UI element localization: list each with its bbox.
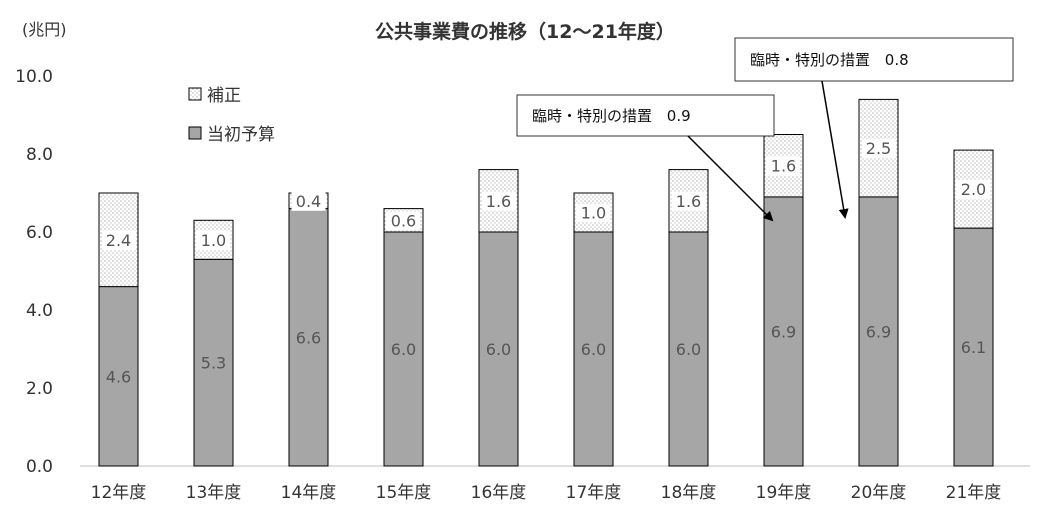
callout-text-20: 臨時・特別の措置 (750, 51, 870, 69)
bar-当初予算-16年度 (478, 231, 519, 467)
legend-swatch-補正 (188, 87, 202, 101)
y-tick-label: 10.0 (15, 67, 53, 87)
data-label-当初予算-12年度: 4.6 (106, 367, 131, 386)
bar-当初予算-15年度 (383, 231, 424, 467)
data-label-補正-20年度: 2.5 (866, 139, 891, 158)
data-label-bg-補正-19年度 (766, 156, 801, 176)
bar-当初予算-21年度 (953, 227, 994, 467)
data-label-補正-14年度: 0.4 (296, 192, 321, 211)
y-axis: 0.0 2.0 4.0 6.0 8.0 10.0 (15, 67, 53, 477)
svg-text:臨時・特別の措置 0.8: 臨時・特別の措置 0.8 (750, 51, 909, 69)
data-label-当初予算-18年度: 6.0 (676, 340, 701, 359)
data-label-補正-18年度: 1.6 (676, 192, 701, 211)
data-label-補正-12年度: 2.4 (106, 231, 131, 250)
x-tick-label: 17年度 (566, 483, 622, 503)
legend: 補正 当初予算 (188, 86, 275, 145)
bar-当初予算-13年度 (193, 258, 234, 467)
data-label-補正-19年度: 1.6 (771, 157, 796, 176)
data-label-bg-補正-20年度 (861, 139, 896, 159)
x-tick-label: 20年度 (851, 483, 907, 503)
bar-当初予算-14年度 (288, 208, 329, 467)
data-label-bg-補正-21年度 (956, 180, 991, 200)
x-tick-label: 13年度 (186, 483, 242, 503)
data-label-補正-16年度: 1.6 (486, 192, 511, 211)
callout-value-19: 0.9 (667, 107, 691, 125)
data-label-bg-補正-13年度 (196, 230, 231, 250)
callout-box-19 (516, 94, 775, 137)
x-tick-label: 15年度 (376, 483, 432, 503)
bars-group: 4.6 2.4 5.3 1.0 6.6 0.4 6.0 0.6 6.0 1.6 6.0 1.0 6.0 1… (98, 98, 994, 467)
legend-label-補正: 補正 (207, 86, 241, 106)
x-tick-label: 19年度 (756, 483, 812, 503)
callout-19: 臨時・特別の措置 0.9 (516, 94, 775, 222)
data-label-当初予算-13年度: 5.3 (201, 354, 226, 373)
bar-当初予算-17年度 (573, 231, 614, 467)
x-axis: 12年度 13年度 14年度 15年度 16年度 17年度 18年度 19年度 20年度 21年度 (91, 483, 1002, 503)
x-tick-label: 12年度 (91, 483, 147, 503)
callout-arrow-20 (821, 80, 849, 219)
y-tick-label: 6.0 (26, 223, 53, 243)
bar-当初予算-12年度 (98, 286, 139, 467)
data-label-当初予算-21年度: 6.1 (961, 338, 986, 357)
data-label-補正-17年度: 1.0 (581, 204, 606, 223)
data-label-当初予算-14年度: 6.6 (296, 328, 321, 347)
data-label-当初予算-17年度: 6.0 (581, 340, 606, 359)
legend-swatch-当初予算 (188, 126, 202, 140)
x-tick-label: 14年度 (281, 483, 337, 503)
unit-label: (兆円) (22, 20, 67, 39)
data-label-当初予算-15年度: 6.0 (391, 340, 416, 359)
callout-box-20 (734, 37, 1014, 82)
y-tick-label: 8.0 (26, 145, 53, 165)
y-tick-label: 4.0 (26, 301, 53, 321)
chart-title: 公共事業費の推移（12〜21年度） (375, 20, 675, 43)
x-tick-label: 21年度 (946, 483, 1002, 503)
legend-label-当初予算: 当初予算 (207, 125, 275, 145)
data-label-当初予算-16年度: 6.0 (486, 340, 511, 359)
data-label-bg-補正-17年度 (576, 203, 611, 223)
callout-20: 臨時・特別の措置 0.8 (734, 37, 1014, 219)
bar-当初予算-20年度 (858, 196, 899, 467)
data-label-bg-補正-14年度 (291, 191, 326, 211)
y-tick-label: 0.0 (26, 457, 53, 477)
y-tick-label: 2.0 (26, 379, 53, 399)
x-tick-label: 18年度 (661, 483, 717, 503)
data-label-bg-補正-15年度 (386, 211, 421, 231)
data-label-補正-21年度: 2.0 (961, 180, 986, 199)
data-label-補正-15年度: 0.6 (391, 211, 416, 230)
callout-value-20: 0.8 (885, 51, 909, 69)
callout-arrow-19 (687, 135, 774, 222)
callout-text-19: 臨時・特別の措置 (532, 107, 652, 125)
data-label-bg-補正-18年度 (671, 191, 706, 211)
x-tick-label: 16年度 (471, 483, 527, 503)
data-label-当初予算-19年度: 6.9 (771, 322, 796, 341)
data-label-当初予算-20年度: 6.9 (866, 322, 891, 341)
data-label-bg-補正-12年度 (101, 230, 136, 250)
data-label-bg-補正-16年度 (481, 191, 516, 211)
svg-text:臨時・特別の措置 0.9: 臨時・特別の措置 0.9 (532, 107, 691, 125)
data-label-補正-13年度: 1.0 (201, 231, 226, 250)
